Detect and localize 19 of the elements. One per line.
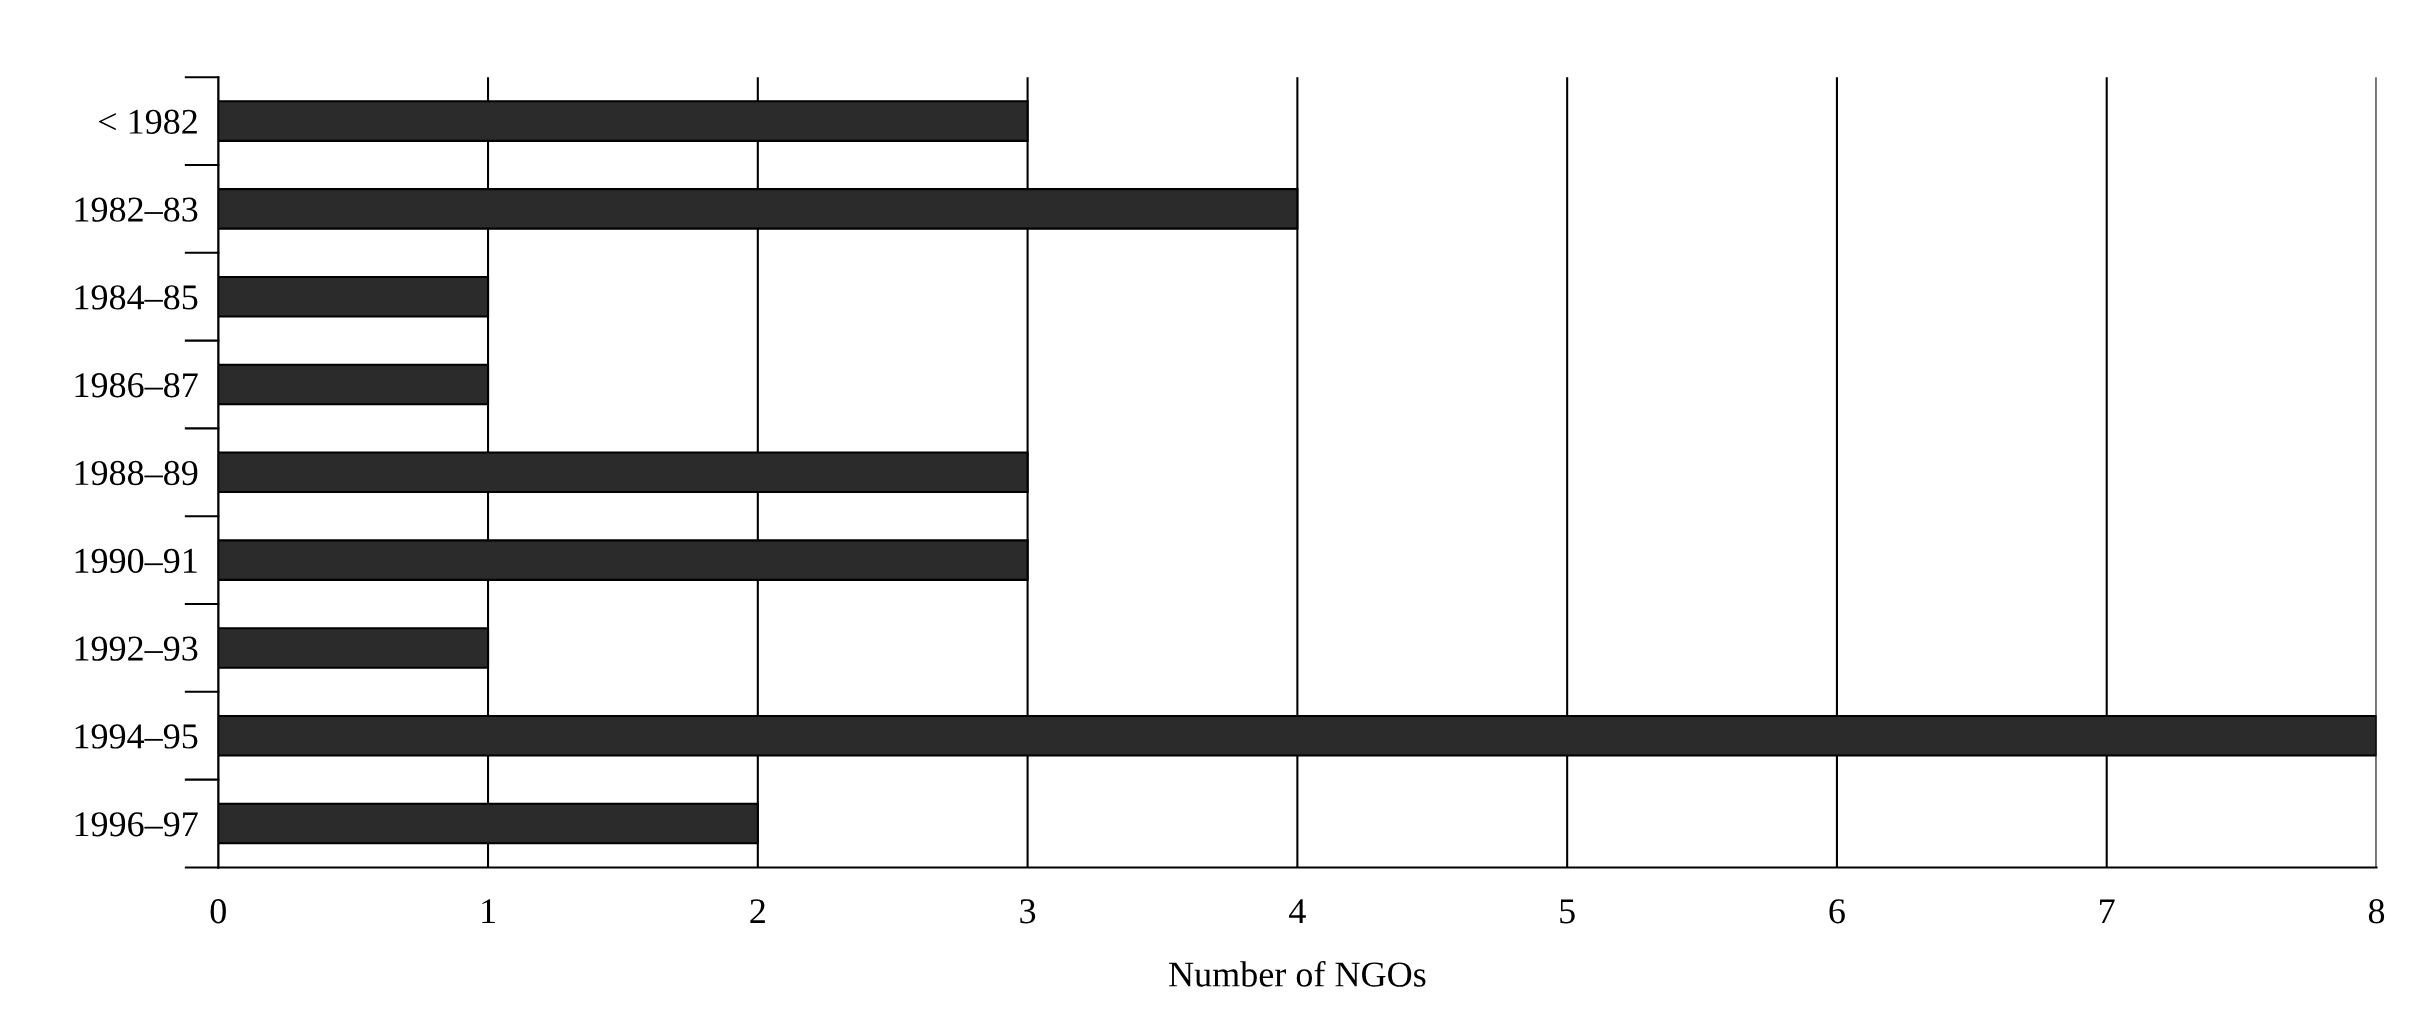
x-tick-label: 8 bbox=[2368, 899, 2385, 924]
y-tick-label: 1986–87 bbox=[75, 373, 198, 398]
y-tick-label: 1992–93 bbox=[75, 636, 198, 661]
x-axis-title: Number of NGOs bbox=[1169, 960, 1426, 987]
x-tick-label: 5 bbox=[1560, 899, 1575, 924]
x-tick-label: 7 bbox=[2100, 899, 2115, 924]
y-tick-label: 1988–89 bbox=[75, 460, 198, 486]
y-tick-label: 1982–83 bbox=[75, 197, 198, 222]
y-tick-label: 1996–97 bbox=[75, 812, 198, 837]
x-tick-label: 1 bbox=[482, 899, 495, 924]
x-tick-label: 4 bbox=[1289, 899, 1306, 924]
y-tick-label: 1984–85 bbox=[75, 285, 198, 310]
y-tick-label: < 1982 bbox=[98, 109, 197, 134]
x-tick-label: 3 bbox=[1020, 899, 1036, 924]
x-tick-label: 2 bbox=[750, 899, 765, 924]
x-tick-label: 6 bbox=[1829, 899, 1845, 924]
y-tick-label: 1990–91 bbox=[75, 548, 197, 573]
y-tick-label: 1994–95 bbox=[75, 724, 198, 749]
x-tick-label: 0 bbox=[210, 899, 226, 924]
